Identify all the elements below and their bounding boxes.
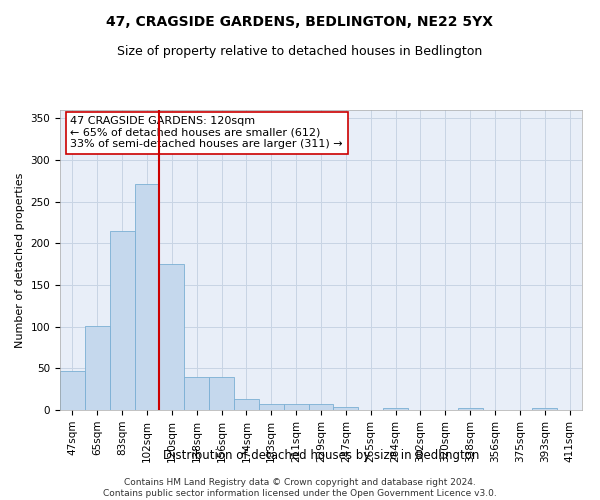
- Bar: [458, 408, 482, 410]
- Bar: [234, 399, 259, 410]
- Bar: [110, 231, 134, 410]
- Bar: [134, 184, 160, 410]
- Bar: [259, 404, 284, 410]
- Bar: [60, 371, 85, 410]
- Bar: [284, 404, 308, 410]
- Bar: [383, 408, 408, 410]
- Bar: [184, 376, 209, 410]
- Text: 47 CRAGSIDE GARDENS: 120sqm
← 65% of detached houses are smaller (612)
33% of se: 47 CRAGSIDE GARDENS: 120sqm ← 65% of det…: [70, 116, 343, 149]
- Y-axis label: Number of detached properties: Number of detached properties: [15, 172, 25, 348]
- Bar: [334, 406, 358, 410]
- Text: 47, CRAGSIDE GARDENS, BEDLINGTON, NE22 5YX: 47, CRAGSIDE GARDENS, BEDLINGTON, NE22 5…: [107, 15, 493, 29]
- Bar: [85, 326, 110, 410]
- Bar: [308, 404, 334, 410]
- Text: Contains HM Land Registry data © Crown copyright and database right 2024.
Contai: Contains HM Land Registry data © Crown c…: [103, 478, 497, 498]
- Bar: [532, 408, 557, 410]
- Text: Distribution of detached houses by size in Bedlington: Distribution of detached houses by size …: [163, 448, 479, 462]
- Text: Size of property relative to detached houses in Bedlington: Size of property relative to detached ho…: [118, 45, 482, 58]
- Bar: [209, 376, 234, 410]
- Bar: [160, 264, 184, 410]
